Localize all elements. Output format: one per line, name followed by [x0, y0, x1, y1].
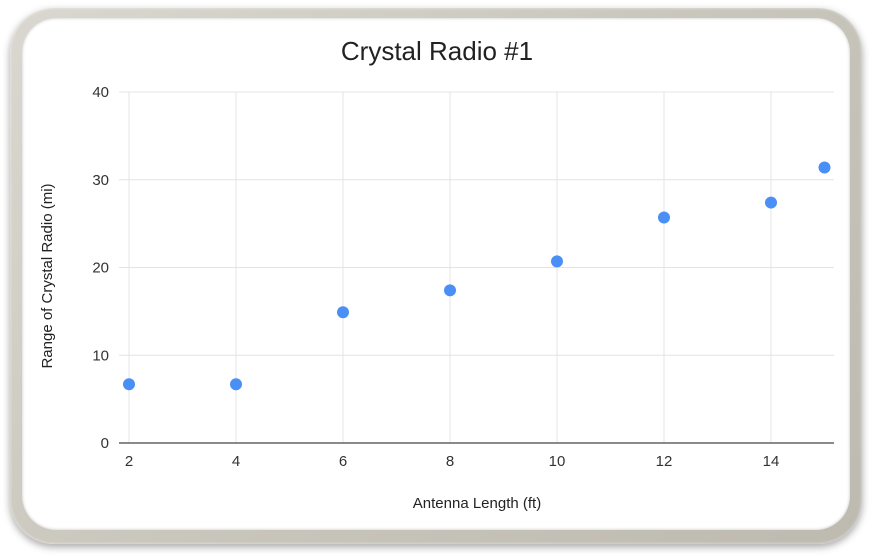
x-tick-label: 12	[656, 453, 673, 470]
chart-card	[22, 18, 850, 530]
y-tick-label: 40	[92, 84, 109, 101]
x-tick-label: 4	[232, 453, 240, 470]
y-tick-label: 0	[101, 435, 109, 452]
data-point	[337, 306, 349, 319]
x-tick-label: 8	[446, 453, 454, 470]
x-tick-label: 6	[339, 453, 347, 470]
y-axis-label: Range of Crystal Radio (mi)	[39, 183, 56, 368]
x-tick-label: 10	[549, 453, 566, 470]
data-point	[551, 255, 563, 268]
tick-labels: 0 10 20 30 40 2 4 6 8 10 12 14	[92, 84, 779, 470]
y-tick-label: 20	[92, 260, 109, 277]
x-axis-label: Antenna Length (ft)	[413, 495, 541, 512]
data-point	[765, 196, 777, 209]
data-point	[444, 284, 456, 297]
y-tick-label: 10	[92, 347, 109, 364]
data-point	[658, 211, 670, 224]
data-point	[123, 378, 135, 391]
data-point	[818, 161, 831, 174]
y-tick-label: 30	[92, 172, 109, 189]
x-tick-label: 2	[125, 453, 133, 470]
data-points	[123, 161, 831, 391]
x-tick-label: 14	[763, 453, 780, 470]
data-point	[230, 378, 242, 391]
chart-title: Crystal Radio #1	[341, 36, 533, 66]
grid-lines	[119, 91, 834, 443]
